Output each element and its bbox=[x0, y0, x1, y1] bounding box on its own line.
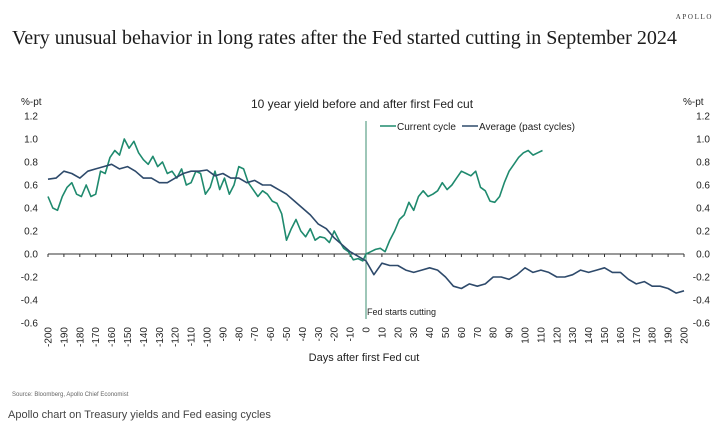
y-tick-label-left: 0.6 bbox=[24, 181, 38, 192]
yield-chart: 10 year yield before and after first Fed… bbox=[21, 97, 711, 364]
x-tick-label: -30 bbox=[314, 327, 325, 342]
x-tick-label: 120 bbox=[552, 327, 563, 344]
x-tick-label: -20 bbox=[330, 327, 341, 342]
series-lines bbox=[47, 138, 685, 294]
series-line-average bbox=[47, 163, 685, 294]
x-tick-label: 130 bbox=[568, 327, 579, 344]
y-tick-label-right: 0.6 bbox=[696, 181, 710, 192]
chart-title: 10 year yield before and after first Fed… bbox=[251, 97, 474, 111]
x-axis-label: Days after first Fed cut bbox=[309, 352, 420, 364]
x-tick-label: -10 bbox=[346, 327, 357, 342]
y-tick-label-left: 0.8 bbox=[24, 158, 38, 169]
y-tick-label-left: 1.0 bbox=[24, 135, 38, 146]
x-tick-label: 100 bbox=[521, 327, 532, 344]
brand-logo: APOLLO bbox=[675, 13, 713, 21]
x-tick-label: -200 bbox=[44, 327, 55, 347]
legend-label-average: Average (past cycles) bbox=[479, 122, 575, 133]
x-tick-label: -90 bbox=[218, 327, 229, 342]
x-tick-label: 80 bbox=[489, 327, 500, 339]
x-tick-label: -190 bbox=[59, 327, 70, 347]
x-tick-label: 0 bbox=[362, 327, 373, 333]
x-tick-label: 40 bbox=[425, 327, 436, 339]
x-tick-label: 180 bbox=[648, 327, 659, 344]
y-axis-unit-right: %-pt bbox=[683, 97, 704, 108]
x-tick-label: 10 bbox=[377, 327, 388, 339]
y-tick-label-left: 0.0 bbox=[24, 250, 38, 261]
image-caption: Apollo chart on Treasury yields and Fed … bbox=[8, 409, 271, 421]
y-tick-label-right: -0.6 bbox=[693, 319, 711, 330]
x-tick-label: -130 bbox=[155, 327, 166, 347]
x-tick-label: -40 bbox=[298, 327, 309, 342]
x-tick-label: -60 bbox=[266, 327, 277, 342]
x-tick-label: 170 bbox=[632, 327, 643, 344]
x-tick-label: 20 bbox=[393, 327, 404, 339]
chart-legend: Current cycle Average (past cycles) bbox=[380, 122, 575, 133]
y-axis-right: 1.2 1.0 0.8 0.6 0.4 0.2 0.0 -0.2 -0.4 -0.6 bbox=[693, 112, 711, 330]
x-tick-label: 150 bbox=[600, 327, 611, 344]
x-tick-label: 60 bbox=[457, 327, 468, 339]
x-tick-label: -150 bbox=[123, 327, 134, 347]
y-tick-label-right: 0.0 bbox=[696, 250, 710, 261]
x-tick-label: -180 bbox=[75, 327, 86, 347]
source-note: Source: Bloomberg, Apollo Chief Economis… bbox=[12, 392, 129, 398]
y-tick-label-right: 0.8 bbox=[696, 158, 710, 169]
legend-label-current: Current cycle bbox=[397, 122, 456, 133]
x-tick-label: 200 bbox=[680, 327, 691, 344]
y-axis-left: 1.2 1.0 0.8 0.6 0.4 0.2 0.0 -0.2 -0.4 -0.6 bbox=[21, 112, 39, 330]
x-tick-label: -170 bbox=[91, 327, 102, 347]
y-tick-label-right: -0.2 bbox=[693, 273, 711, 284]
x-tick-label: -120 bbox=[171, 327, 182, 347]
x-tick-label: -160 bbox=[107, 327, 118, 347]
y-tick-label-left: 0.2 bbox=[24, 227, 38, 238]
fed-cut-marker: Fed starts cutting bbox=[365, 121, 436, 319]
x-tick-label: -80 bbox=[234, 327, 245, 342]
y-tick-label-right: 0.4 bbox=[696, 204, 710, 215]
series-line-current bbox=[47, 138, 543, 262]
x-tick-label: 70 bbox=[473, 327, 484, 339]
y-tick-label-right: 1.2 bbox=[696, 112, 710, 123]
fed-cut-annotation: Fed starts cutting bbox=[367, 307, 436, 317]
x-tick-label: 90 bbox=[505, 327, 516, 339]
x-tick-label: 140 bbox=[584, 327, 595, 344]
y-tick-label-left: -0.4 bbox=[21, 296, 39, 307]
x-tick-label: 190 bbox=[664, 327, 675, 344]
x-tick-label: -100 bbox=[203, 327, 214, 347]
x-tick-label: 30 bbox=[409, 327, 420, 339]
y-tick-label-right: 0.2 bbox=[696, 227, 710, 238]
x-tick-label: 160 bbox=[616, 327, 627, 344]
x-tick-label: 110 bbox=[536, 327, 547, 343]
y-tick-label-left: 1.2 bbox=[24, 112, 38, 123]
x-tick-label: -70 bbox=[250, 327, 261, 342]
x-tick-label: -110 bbox=[187, 327, 198, 347]
y-tick-label-left: -0.6 bbox=[21, 319, 39, 330]
x-tick-label: -140 bbox=[139, 327, 150, 347]
y-tick-label-right: -0.4 bbox=[693, 296, 711, 307]
x-tick-label: -50 bbox=[282, 327, 293, 342]
x-axis: -200 -190 -180 -170 -160 -150 -140 -130 -120 -110… bbox=[44, 253, 691, 347]
y-tick-label-left: 0.4 bbox=[24, 204, 38, 215]
y-axis-unit-left: %-pt bbox=[21, 97, 42, 108]
y-tick-label-right: 1.0 bbox=[696, 135, 710, 146]
x-tick-label: 50 bbox=[441, 327, 452, 339]
y-tick-label-left: -0.2 bbox=[21, 273, 39, 284]
page-title: Very unusual behavior in long rates afte… bbox=[12, 27, 677, 49]
